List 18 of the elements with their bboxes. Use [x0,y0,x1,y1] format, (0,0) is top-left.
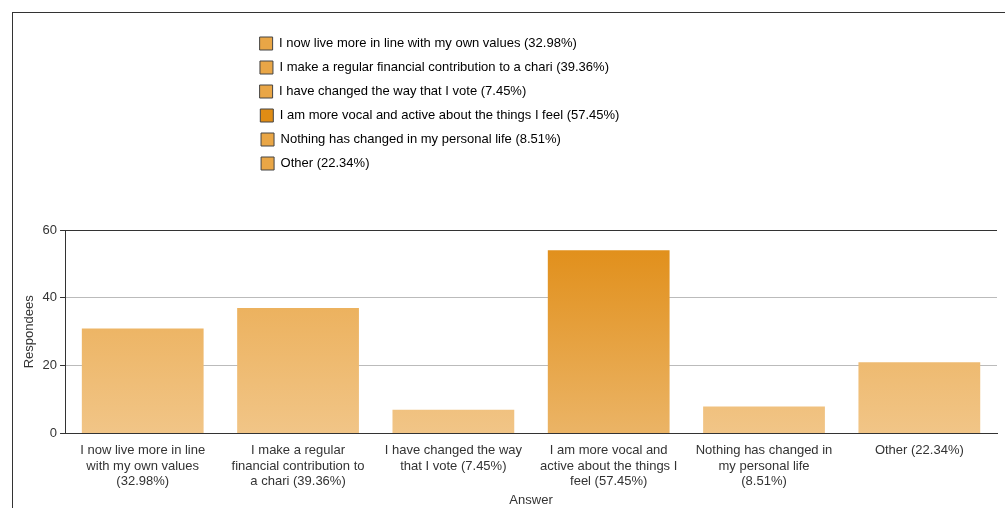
y-tick-label: 40 [42,289,58,305]
legend-label: I now live more in line with my own values (32.98%) [279,35,758,51]
x-tick-label: Nothing has changed in my personal life (8.51%) [695,441,833,489]
legend-label: I am more vocal and active about the things I feel (57.45%) [279,107,757,123]
y-tick-label: 0 [49,425,58,441]
legend-label: Nothing has changed in my personal life (8.51%) [280,131,756,147]
y-axis-title: Respondees [21,294,37,369]
x-tick-label: I make a regular financial contribution to a chari (39.36%) [231,441,365,489]
x-tick-label: I now live more in line with my own values (32.98%) [80,441,206,489]
x-tick-label: I have changed the way that I vote (7.45%) [384,441,523,473]
legend-label: Other (22.34%) [280,155,756,171]
legend-label: I have changed the way that I vote (7.45%) [279,83,758,99]
x-tick-label: Other (22.34%) [874,441,964,457]
x-tick-label: I am more vocal and active about the things I feel (57.45%) [540,441,678,489]
y-tick-label: 60 [42,221,58,237]
x-axis-title: Answer [509,491,554,507]
y-tick-label: 20 [42,357,58,373]
legend-label: I make a regular financial contribution to a chari (39.36%) [279,59,758,75]
